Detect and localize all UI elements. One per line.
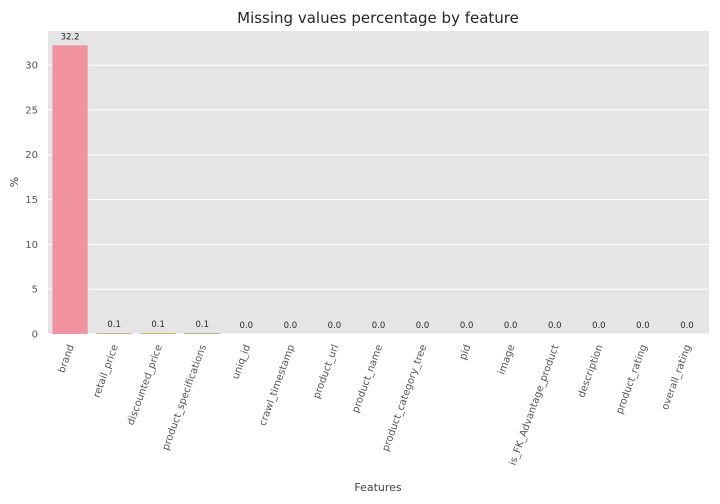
data-label: 0.1	[107, 320, 121, 330]
x-tick-label: is_FK_Advantage_product	[508, 343, 562, 467]
x-tick-label: retail_price	[92, 343, 121, 399]
y-tick-label: 30	[25, 61, 38, 72]
bar	[52, 45, 88, 334]
x-tick-label: pid	[458, 343, 474, 361]
data-label: 0.1	[195, 320, 209, 330]
data-label: 0.0	[548, 321, 562, 331]
data-label: 0.0	[240, 321, 254, 331]
data-label: 0.1	[151, 320, 165, 330]
y-tick-label: 5	[32, 285, 38, 296]
data-label: 0.0	[284, 321, 298, 331]
plot-area	[48, 31, 709, 334]
y-tick-label: 25	[25, 105, 38, 116]
data-label: 0.0	[636, 321, 650, 331]
y-axis-label: %	[8, 177, 21, 187]
x-tick-label: product_name	[350, 343, 385, 414]
data-label: 0.0	[416, 321, 430, 331]
x-tick-label: product_url	[312, 343, 342, 400]
y-tick-label: 0	[32, 330, 38, 341]
x-tick-label: uniq_id	[230, 343, 253, 381]
data-label: 0.0	[680, 321, 694, 331]
x-tick-label: image	[497, 343, 518, 376]
bars	[52, 45, 220, 334]
x-tick-label: crawl_timestamp	[258, 343, 298, 427]
y-axis: 0 5 10 15 20 25 30	[25, 61, 38, 341]
data-label: 32.2	[61, 32, 80, 42]
data-label: 0.0	[504, 321, 518, 331]
bar	[184, 333, 220, 334]
bar	[96, 333, 132, 334]
chart-title: Missing values percentage by feature	[237, 9, 519, 27]
x-tick-label: overall_rating	[660, 343, 694, 411]
x-tick-label: brand	[57, 343, 77, 374]
x-tick-label: product_specifications	[160, 343, 209, 452]
data-label: 0.0	[328, 321, 342, 331]
y-tick-label: 20	[25, 150, 38, 161]
data-labels: 32.2 0.1 0.1 0.1 0.0 0.0 0.0 0.0 0.0 0.0 0.0 0.0 0.0…	[61, 32, 694, 331]
data-label: 0.0	[460, 321, 474, 331]
x-tick-label: description	[576, 343, 605, 399]
x-tick-label: product_rating	[614, 343, 649, 415]
y-tick-label: 15	[25, 195, 38, 206]
data-label: 0.0	[372, 321, 386, 331]
y-tick-label: 10	[25, 240, 38, 251]
bar	[140, 333, 176, 334]
x-axis-label: Features	[354, 481, 402, 494]
x-tick-label: product_category_tree	[380, 343, 429, 453]
x-axis: brand retail_price discounted_priceproduct…	[57, 343, 694, 467]
data-label: 0.0	[592, 321, 606, 331]
x-tick-label: discounted_price	[126, 343, 165, 427]
gridlines	[48, 64, 709, 335]
